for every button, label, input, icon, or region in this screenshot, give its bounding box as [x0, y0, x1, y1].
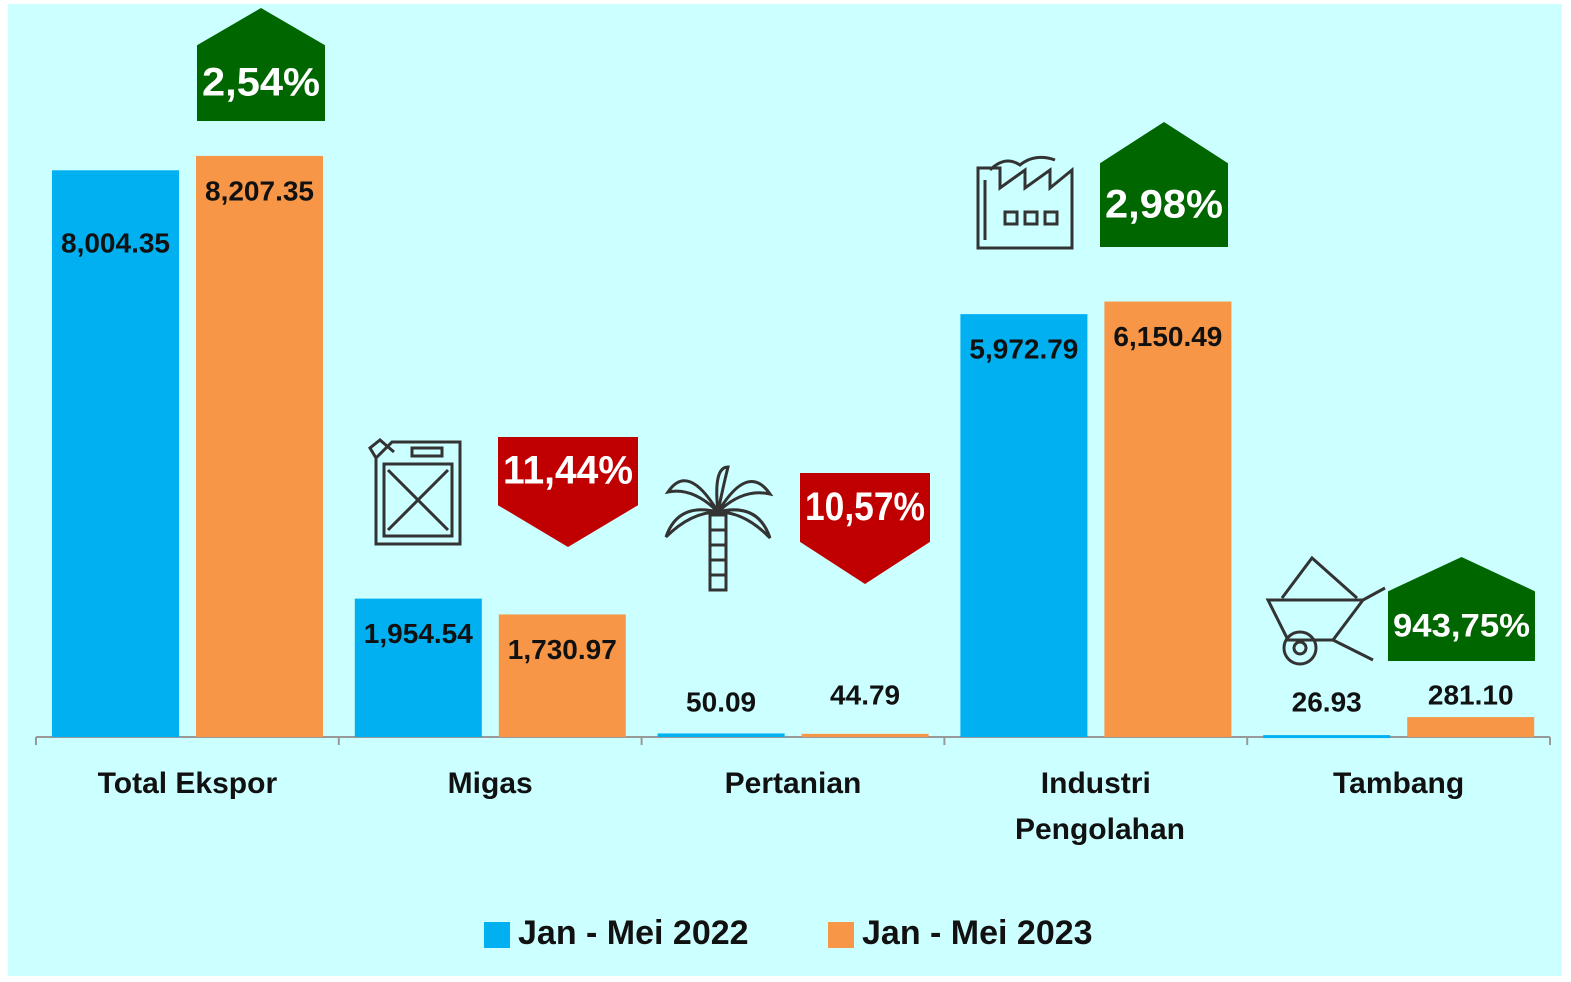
growth-label: 2,98%: [1105, 183, 1223, 227]
growth-badge: [1100, 122, 1228, 247]
data-label: 50.09: [686, 686, 756, 717]
data-label: 1,954.54: [364, 618, 473, 649]
bar: [657, 733, 785, 737]
factory-icon: [976, 155, 1074, 250]
growth-label: 943,75%: [1393, 608, 1530, 644]
bar: [498, 614, 626, 737]
x-tick-label: Industri Pengolahan: [1007, 767, 1185, 846]
data-label: 281.10: [1428, 679, 1514, 710]
x-tick-label: Total Ekspor: [98, 767, 278, 800]
bar: [1263, 735, 1391, 739]
data-label: 6,150.49: [1113, 321, 1222, 352]
palm-icon: [664, 465, 774, 592]
legend-label: Jan - Mei 2023: [862, 914, 1093, 952]
x-tick-label: Migas: [448, 767, 533, 800]
bar: [1407, 717, 1535, 737]
bar: [196, 155, 323, 737]
x-tick-label: Tambang: [1333, 767, 1464, 800]
data-label: 8,207.35: [205, 175, 314, 206]
growth-label: 11,44%: [503, 449, 633, 493]
growth-badge: [800, 473, 930, 584]
data-label: 44.79: [830, 679, 900, 710]
x-tick-label-line: Pengolahan: [1007, 813, 1185, 846]
x-tick-label-line: Industri: [1041, 767, 1151, 800]
growth-label: 2,54%: [202, 61, 320, 105]
wheelbarrow-icon: [1265, 555, 1386, 666]
bar: [960, 314, 1088, 737]
growth-badge: [197, 8, 325, 121]
growth-badge: [1388, 557, 1535, 661]
growth-label: 10,57%: [805, 485, 925, 529]
growth-badge: [498, 437, 638, 547]
data-label: 5,972.79: [969, 334, 1078, 365]
data-label: 1,730.97: [508, 634, 617, 665]
legend-swatch: [484, 922, 510, 948]
x-tick-label: Pertanian: [725, 767, 862, 800]
bar: [354, 598, 482, 737]
data-label: 26.93: [1292, 686, 1362, 717]
bar: [801, 733, 929, 737]
jerrycan-icon: [368, 438, 462, 546]
legend-label: Jan - Mei 2022: [518, 914, 749, 952]
legend-swatch: [828, 922, 854, 948]
bar: [52, 170, 179, 738]
bar: [1104, 301, 1232, 737]
data-label: 8,004.35: [61, 228, 170, 259]
